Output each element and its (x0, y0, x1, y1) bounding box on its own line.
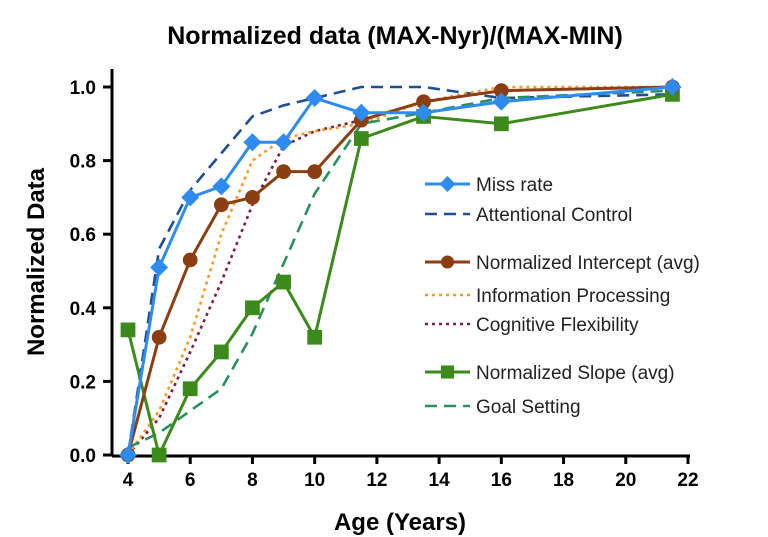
slope-marker (493, 116, 509, 132)
legend-label: Goal Setting (476, 397, 581, 418)
x-tick-label: 10 (304, 470, 325, 491)
slope-marker (120, 322, 136, 338)
series-line-attentional-control (126, 85, 673, 456)
x-tick-label: 22 (677, 470, 698, 491)
miss-rate-marker (492, 92, 511, 111)
miss-rate-marker (243, 133, 262, 152)
intercept-marker (213, 197, 229, 213)
slope-marker (213, 344, 229, 360)
y-tick-label: 0.2 (70, 372, 96, 393)
miss-rate-marker (181, 188, 200, 207)
miss-rate-marker (150, 258, 169, 277)
miss-rate-marker (305, 89, 324, 108)
x-tick-label: 4 (123, 470, 134, 491)
legend-label: Normalized Intercept (avg) (476, 253, 700, 274)
legend-label: Normalized Slope (avg) (476, 363, 675, 384)
x-tick-label: 16 (491, 470, 512, 491)
x-tick-label: 18 (553, 470, 574, 491)
x-tick-label: 12 (366, 470, 387, 491)
intercept-marker (245, 190, 260, 205)
slope-marker (245, 300, 260, 316)
intercept-marker (416, 94, 431, 110)
axes: 4 6 8 10 12 14 16 18 20 22 0.0 0.2 0.4 0.6 0.8 1.0 (70, 69, 699, 491)
y-axis-title: Normalized Data (23, 167, 50, 356)
slope-marker (182, 381, 198, 397)
x-tick-label: 8 (247, 470, 258, 491)
slope-marker (276, 274, 291, 290)
x-tick-label: 20 (615, 470, 636, 491)
miss-rate-marker (119, 446, 137, 464)
intercept-marker (151, 329, 167, 345)
intercept-marker (276, 164, 291, 180)
series-layer (119, 78, 682, 464)
intercept-marker (440, 255, 455, 269)
miss-rate-marker (414, 103, 433, 122)
legend-label: Attentional Control (476, 205, 632, 226)
chart-title: Normalized data (MAX-Nyr)/(MAX-MIN) (167, 22, 623, 50)
y-tick-label: 0.4 (70, 299, 97, 320)
y-tick-label: 0.6 (70, 225, 96, 246)
legend-label: Miss rate (476, 175, 553, 196)
miss-rate-marker (212, 177, 231, 196)
y-tick-label: 0.0 (70, 446, 96, 467)
miss-rate-marker (663, 78, 682, 96)
slope-marker (440, 365, 455, 379)
intercept-marker (182, 252, 198, 268)
slope-marker (353, 131, 369, 146)
series-line-normalized-slope-avg (126, 92, 673, 457)
legend-label: Cognitive Flexibility (476, 315, 639, 336)
slope-marker (307, 329, 323, 345)
y-tick-label: 0.8 (70, 152, 96, 173)
legend: Miss rate Attentional Control Normalized I… (425, 175, 700, 418)
intercept-marker (307, 164, 323, 180)
x-tick-label: 6 (185, 470, 196, 491)
y-tick-label: 1.0 (70, 78, 96, 99)
miss-rate-marker (274, 133, 293, 152)
legend-label: Information Processing (476, 286, 670, 307)
x-axis-title: Age (Years) (334, 509, 466, 536)
intercept-marker (493, 83, 509, 99)
miss-rate-marker (352, 103, 371, 122)
slope-marker (151, 447, 167, 463)
x-tick-label: 14 (429, 470, 451, 491)
miss-rate-marker (439, 176, 456, 192)
